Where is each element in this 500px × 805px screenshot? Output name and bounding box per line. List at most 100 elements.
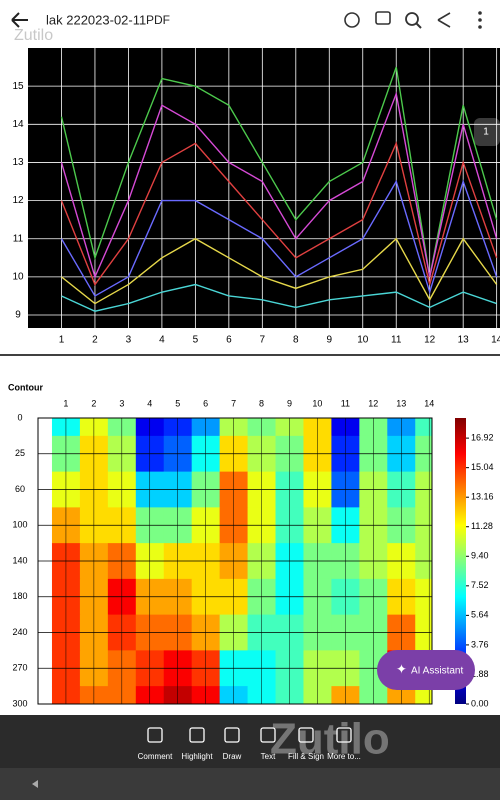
ai-icon: ✦ [396, 661, 407, 676]
colorbar-label: 3.76 [471, 639, 489, 649]
data-line [60, 141, 498, 286]
colorbar [455, 418, 466, 704]
colorbar-label: 9.40 [471, 551, 489, 561]
x-tick-label: 14 [491, 335, 500, 346]
search-icon [415, 22, 422, 29]
tool-label[interactable]: More to... [327, 752, 361, 761]
share-icon[interactable] [437, 12, 451, 28]
doc-title: lak 222023-02-11 [46, 12, 146, 27]
watermark: Zutilo [14, 27, 53, 44]
x-tick-label: 2 [91, 398, 96, 408]
colorbar-label: 16.92 [471, 432, 494, 442]
colorbar-label: 13.16 [471, 492, 494, 502]
more-icon[interactable] [478, 11, 482, 29]
x-tick-label: 2 [92, 335, 98, 346]
x-tick-label: 11 [341, 398, 350, 408]
tool-label[interactable]: Text [261, 752, 276, 761]
tool-label[interactable]: Fill & Sign [288, 752, 324, 761]
x-tick-label: 13 [458, 335, 470, 346]
toolbar [0, 715, 500, 768]
data-line [60, 91, 498, 279]
ai-button-label[interactable]: AI Assistant [411, 666, 463, 677]
tool-icon[interactable] [298, 727, 314, 743]
x-tick-label: 1 [59, 335, 65, 346]
tool-icon[interactable] [189, 727, 205, 743]
page-number: 1 [483, 127, 489, 138]
colorbar-label: 0.00 [471, 698, 489, 708]
heat-cell [275, 686, 304, 704]
file-type: PDF [146, 13, 170, 27]
y-tick-label: 11 [13, 233, 24, 244]
search-icon[interactable] [405, 12, 419, 26]
colorbar-label: 7.52 [471, 580, 489, 590]
x-tick-label: 10 [312, 398, 322, 408]
x-tick-label: 3 [119, 398, 124, 408]
x-tick-label: 13 [396, 398, 406, 408]
tool-label[interactable]: Comment [138, 752, 173, 761]
nav-back[interactable] [32, 780, 38, 788]
x-tick-label: 9 [287, 398, 292, 408]
y-tick-label: 13 [12, 157, 24, 168]
x-tick-label: 7 [260, 335, 266, 346]
plot-frame [37, 417, 433, 705]
plot-area [28, 48, 500, 328]
tool-icon[interactable] [147, 727, 163, 743]
ai-button-bg[interactable] [377, 650, 475, 690]
y-tick-label: 180 [12, 591, 27, 601]
y-tick-label: 25 [15, 448, 25, 458]
comment-icon[interactable] [375, 11, 391, 25]
data-line [61, 283, 497, 312]
x-tick-label: 14 [424, 398, 434, 408]
y-tick-label: 270 [12, 663, 27, 673]
y-tick-label: 0 [17, 412, 22, 422]
y-tick-label: 60 [15, 484, 25, 494]
x-tick-label: 1 [63, 398, 68, 408]
tool-icon[interactable] [336, 727, 352, 743]
y-tick-label: 14 [12, 119, 24, 130]
heat-cell [275, 418, 304, 437]
tool-label[interactable]: Highlight [181, 752, 213, 761]
heat-cell [415, 418, 432, 437]
x-tick-label: 5 [193, 335, 199, 346]
heat-cell [331, 418, 360, 437]
x-tick-label: 6 [203, 398, 208, 408]
data-line [61, 237, 498, 305]
x-tick-label: 4 [159, 335, 165, 346]
x-tick-label: 8 [293, 335, 299, 346]
y-tick-label: 140 [12, 555, 27, 565]
data-line [60, 179, 498, 297]
page-badge [474, 118, 500, 146]
x-tick-label: 12 [368, 398, 378, 408]
tool-label[interactable]: Draw [223, 752, 242, 761]
x-tick-label: 9 [326, 335, 332, 346]
x-tick-label: 6 [226, 335, 232, 346]
colorbar-label: 1.88 [471, 669, 489, 679]
y-tick-label: 300 [12, 698, 27, 708]
y-tick-label: 15 [12, 81, 24, 92]
colorbar-label: 5.64 [471, 610, 489, 620]
heat-cell [331, 686, 360, 704]
y-tick-label: 100 [12, 520, 27, 530]
app-bar [0, 0, 500, 40]
x-tick-label: 7 [231, 398, 236, 408]
y-tick-label: 9 [15, 310, 21, 321]
y-tick-label: 10 [12, 272, 24, 283]
back-button[interactable] [11, 12, 28, 28]
tool-icon[interactable] [260, 727, 276, 743]
x-tick-label: 12 [424, 335, 436, 346]
tool-icon[interactable] [224, 727, 240, 743]
data-line [60, 66, 498, 278]
x-tick-label: 10 [357, 335, 369, 346]
x-tick-label: 5 [175, 398, 180, 408]
chart-title: Contour [8, 382, 43, 392]
heat-cell [415, 686, 432, 704]
watermark: Zutilo [270, 715, 390, 764]
ai-button[interactable]: ✦ AI Assistant [377, 650, 475, 690]
x-tick-label: 8 [259, 398, 264, 408]
icon[interactable] [344, 12, 360, 28]
x-tick-label: 11 [391, 335, 402, 346]
y-tick-label: 240 [12, 627, 27, 637]
